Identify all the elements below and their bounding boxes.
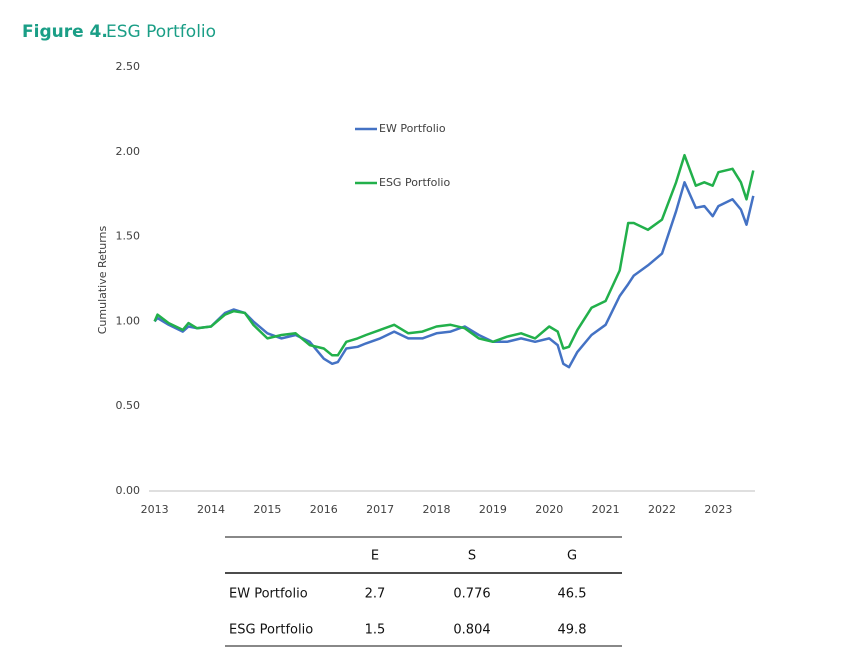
legend-label: ESG Portfolio [379, 176, 450, 189]
x-tick-label: 2016 [310, 503, 338, 516]
y-tick-label: 1.50 [116, 230, 141, 243]
x-tick-label: 2023 [704, 503, 732, 516]
table-cell: 49.8 [558, 623, 587, 638]
x-tick-label: 2014 [197, 503, 225, 516]
table-row-name: ESG Portfolio [229, 623, 313, 638]
legend-label: EW Portfolio [379, 122, 446, 135]
y-axis-label: Cumulative Returns [96, 225, 109, 334]
y-tick-label: 2.50 [116, 60, 141, 73]
table-row-name: EW Portfolio [229, 587, 308, 602]
y-tick-label: 0.00 [116, 484, 141, 497]
x-tick-label: 2013 [141, 503, 169, 516]
series-line [153, 181, 755, 369]
table-cell: 0.804 [453, 623, 490, 638]
x-tick-label: 2021 [592, 503, 620, 516]
y-tick-label: 0.50 [116, 399, 141, 412]
x-tick-label: 2015 [253, 503, 281, 516]
y-tick-label: 1.00 [116, 314, 141, 327]
table-cell: 2.7 [365, 587, 386, 602]
table-cell: 46.5 [558, 587, 587, 602]
figure-title: ESG Portfolio [106, 22, 216, 42]
table-cell: 0.776 [453, 587, 490, 602]
x-tick-label: 2019 [479, 503, 507, 516]
x-tick-label: 2017 [366, 503, 394, 516]
x-tick-label: 2020 [535, 503, 563, 516]
table-header: G [567, 549, 577, 564]
y-tick-label: 2.00 [116, 145, 141, 158]
x-tick-label: 2022 [648, 503, 676, 516]
table-header: S [468, 549, 476, 564]
table-cell: 1.5 [365, 623, 386, 638]
x-tick-label: 2018 [422, 503, 450, 516]
table-header: E [371, 549, 379, 564]
figure-label: Figure 4. [22, 22, 108, 42]
series-line [153, 153, 755, 357]
